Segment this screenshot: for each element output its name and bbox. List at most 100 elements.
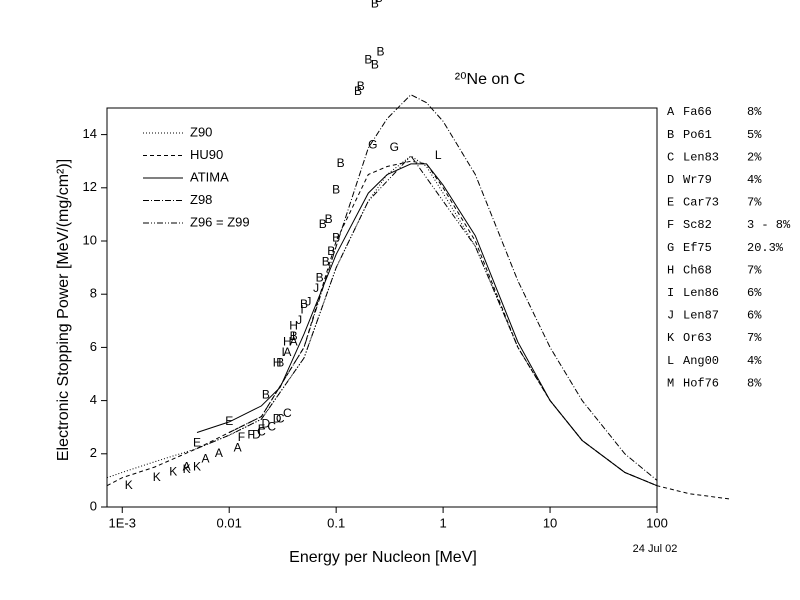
data-point: B	[325, 212, 333, 226]
data-point: K	[153, 470, 161, 484]
legend-marker: J	[667, 309, 674, 323]
legend-name: Len87	[683, 309, 719, 323]
x-axis-label: Energy per Nucleon [MeV]	[289, 549, 477, 566]
data-point: C	[257, 425, 266, 439]
data-point: D	[252, 427, 261, 441]
data-point: D	[273, 411, 282, 425]
legend-uncertainty: 3 - 8%	[747, 218, 791, 232]
legend-name: Po61	[683, 128, 712, 142]
legend-name: Fa66	[683, 105, 712, 119]
data-point: G	[390, 140, 399, 154]
x-tick-label: 0.01	[217, 515, 242, 530]
legend-marker: A	[667, 105, 675, 119]
legend-name: Sc82	[683, 218, 712, 232]
legend-label: ATIMA	[190, 169, 229, 184]
legend-marker: F	[667, 218, 674, 232]
legend-uncertainty: 4%	[747, 173, 762, 187]
x-tick-label: 1	[439, 515, 446, 530]
data-point: D	[261, 417, 270, 431]
legend-uncertainty: 4%	[747, 354, 762, 368]
legend-uncertainty: 7%	[747, 331, 762, 345]
data-point: B	[300, 297, 308, 311]
legend-name: Car73	[683, 196, 719, 210]
legend-label: Z98	[190, 192, 212, 207]
curve	[196, 163, 658, 487]
legend-uncertainty: 8%	[747, 376, 762, 390]
data-point: A	[290, 334, 298, 348]
data-point: B	[262, 387, 270, 401]
legend-marker: B	[667, 128, 674, 142]
data-point: B	[290, 329, 298, 343]
y-tick-label: 8	[90, 286, 97, 301]
data-point: J	[305, 294, 311, 308]
data-point: K	[125, 478, 133, 492]
legend-name: Ang00	[683, 354, 719, 368]
legend-uncertainty: 5%	[747, 128, 762, 142]
legend-label: HU90	[190, 147, 223, 162]
data-point: B	[377, 0, 385, 2]
data-point: E	[225, 414, 233, 428]
data-point: A	[183, 459, 191, 473]
data-point: B	[357, 79, 365, 93]
data-point: B	[354, 84, 362, 98]
legend-uncertainty: 6%	[747, 309, 762, 323]
legend-marker: D	[667, 173, 674, 187]
legend-name: Wr79	[683, 173, 712, 187]
y-tick-label: 4	[90, 392, 97, 407]
data-point: B	[375, 0, 383, 5]
plot-frame	[106, 107, 658, 508]
legend-uncertainty: 6%	[747, 286, 762, 300]
legend-uncertainty: 20.3%	[747, 241, 784, 255]
legend-uncertainty: 2%	[747, 150, 762, 164]
legend-uncertainty: 8%	[747, 105, 762, 119]
data-point: B	[337, 156, 345, 170]
data-point: J	[313, 281, 319, 295]
data-point: I	[282, 345, 285, 359]
data-point: B	[371, 0, 379, 10]
y-axis-label: Electronic Stopping Power [MeV/(mg/cm²)]	[55, 159, 72, 461]
data-point: A	[215, 446, 223, 460]
legend-uncertainty: 7%	[747, 263, 762, 277]
data-point: F	[258, 422, 265, 436]
data-point: B	[316, 270, 324, 284]
legend-name: Len83	[683, 150, 719, 164]
x-tick-label: 10	[543, 515, 557, 530]
y-tick-label: 2	[90, 445, 97, 460]
data-point: E	[193, 435, 201, 449]
x-tick-label: 1E-3	[109, 515, 136, 530]
y-tick-label: 14	[83, 126, 97, 141]
data-point: J	[296, 313, 302, 327]
data-point: I	[292, 329, 295, 343]
legend-marker: E	[667, 196, 674, 210]
y-tick-label: 10	[83, 232, 97, 247]
legend-marker: M	[667, 376, 674, 390]
data-point: F	[247, 427, 254, 441]
curve	[228, 94, 658, 481]
legend-name: Ef75	[683, 241, 712, 255]
data-point: A	[283, 345, 291, 359]
legend-marker: G	[667, 241, 674, 255]
data-point: K	[169, 465, 177, 479]
legend-marker: C	[667, 150, 674, 164]
data-point: B	[319, 217, 327, 231]
data-point: C	[276, 411, 285, 425]
legend-label: Z90	[190, 124, 212, 139]
data-point: B	[364, 52, 372, 66]
data-point: L	[435, 148, 442, 162]
data-point: C	[267, 419, 276, 433]
data-point: B	[332, 183, 340, 197]
data-point: B	[332, 231, 340, 245]
legend-marker: I	[667, 286, 674, 300]
legend-marker: H	[667, 263, 674, 277]
legend-name: Ch68	[683, 263, 712, 277]
data-point: F	[238, 430, 245, 444]
y-tick-label: 0	[90, 498, 97, 513]
data-point: K	[193, 459, 201, 473]
legend-label: Z96 = Z99	[190, 214, 250, 229]
data-point: G	[368, 137, 377, 151]
data-point: B	[276, 356, 284, 370]
data-point: B	[327, 244, 335, 258]
legend-marker: L	[667, 354, 674, 368]
data-point: A	[201, 451, 209, 465]
